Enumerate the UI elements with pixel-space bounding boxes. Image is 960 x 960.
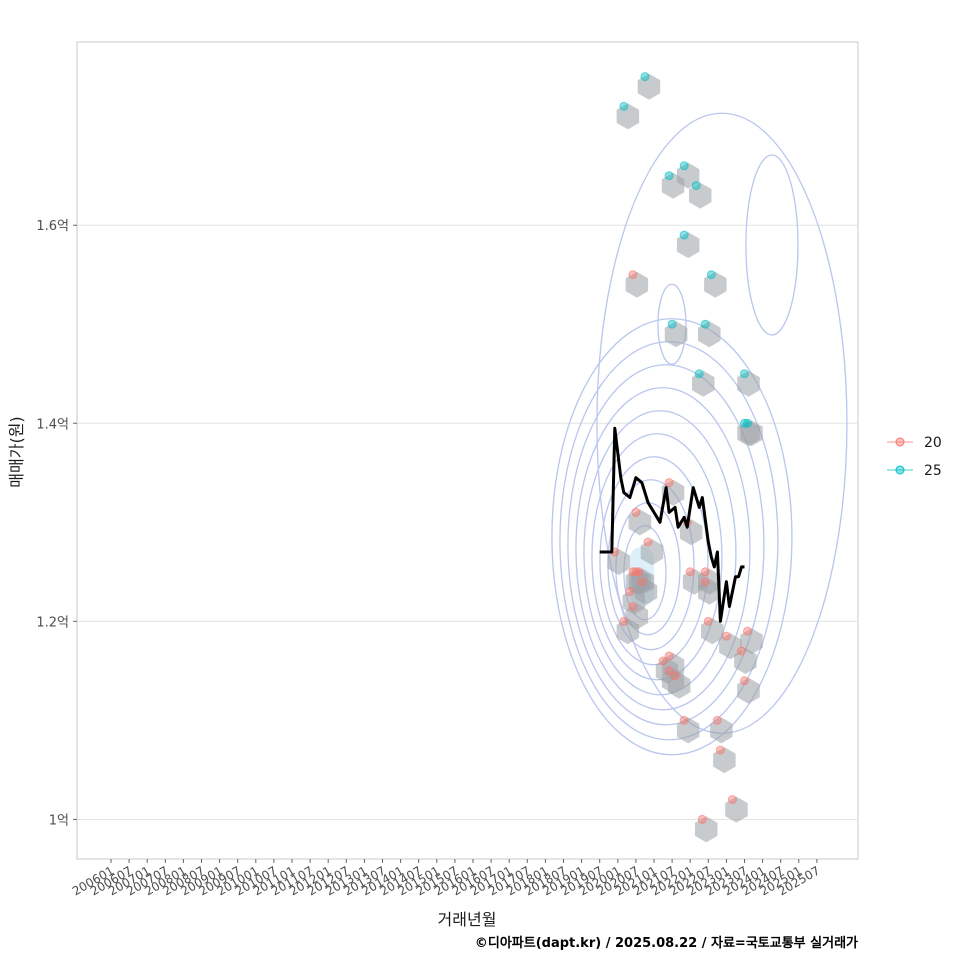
x-axis-title: 거래년월 (438, 910, 497, 929)
legend-key-point (895, 465, 905, 475)
point-25 (743, 418, 753, 428)
point-20 (697, 814, 707, 824)
point-25 (664, 171, 674, 181)
y-axis-title: 매매가(원) (7, 416, 26, 487)
point-20 (703, 616, 713, 626)
point-20 (685, 567, 695, 577)
legend: 2025 (887, 435, 942, 479)
density-contour (583, 410, 737, 696)
density-contour (591, 433, 723, 681)
y-axis-ticks: 1억 1.2억 1.4억 1.6억 (36, 219, 77, 828)
point-20 (727, 795, 737, 805)
point-20 (664, 478, 674, 488)
point-25 (694, 369, 704, 379)
point-25 (619, 101, 629, 111)
point-20 (631, 567, 641, 577)
moving-average-line (599, 426, 745, 623)
point-20 (712, 715, 722, 725)
point-20 (625, 587, 635, 597)
point-25 (640, 72, 650, 82)
point-20 (628, 601, 638, 611)
point-20 (700, 567, 710, 577)
legend-label: 20 (924, 435, 942, 451)
point-20 (643, 537, 653, 547)
y-tick-label: 1.4억 (36, 417, 69, 432)
point-20 (679, 715, 689, 725)
point-20 (721, 631, 731, 641)
point-20 (631, 507, 641, 517)
density-contour (745, 154, 799, 336)
density-contour (599, 456, 709, 666)
point-20 (619, 616, 629, 626)
point-25 (740, 369, 749, 379)
point-20 (670, 671, 680, 681)
point-20 (628, 270, 638, 280)
legend-label: 25 (924, 463, 942, 479)
point-20 (743, 626, 753, 636)
point-20 (664, 666, 674, 676)
point-25 (706, 270, 716, 280)
point-20 (740, 676, 749, 686)
density-contour (657, 283, 687, 365)
moving-average-path (599, 426, 745, 623)
gridlines (77, 224, 858, 820)
caption: ©디아파트(dapt.kr) / 2025.08.22 / 자료=국토교통부 실… (475, 935, 858, 951)
point-25 (700, 319, 710, 329)
x-axis-ticks: 2006012006072007012007072008012008072009… (70, 859, 822, 899)
point-20 (736, 646, 746, 656)
density-contour (551, 318, 793, 756)
panel-background (76, 41, 859, 860)
point-25 (691, 181, 701, 191)
density-contour (575, 387, 751, 711)
point-20 (634, 567, 644, 577)
point-20 (700, 577, 710, 587)
point-20 (715, 745, 725, 755)
point-25 (679, 161, 689, 171)
y-tick-label: 1억 (49, 813, 69, 828)
density-contour (567, 364, 765, 726)
point-20 (637, 577, 647, 587)
point-25 (740, 418, 749, 428)
point-20 (664, 651, 674, 661)
point-20 (658, 656, 668, 666)
y-tick-label: 1.6억 (36, 219, 69, 234)
point-25 (679, 230, 689, 240)
y-tick-label: 1.2억 (36, 615, 69, 630)
point-25 (667, 319, 677, 329)
point-20 (628, 567, 638, 577)
legend-key-point (895, 437, 905, 447)
